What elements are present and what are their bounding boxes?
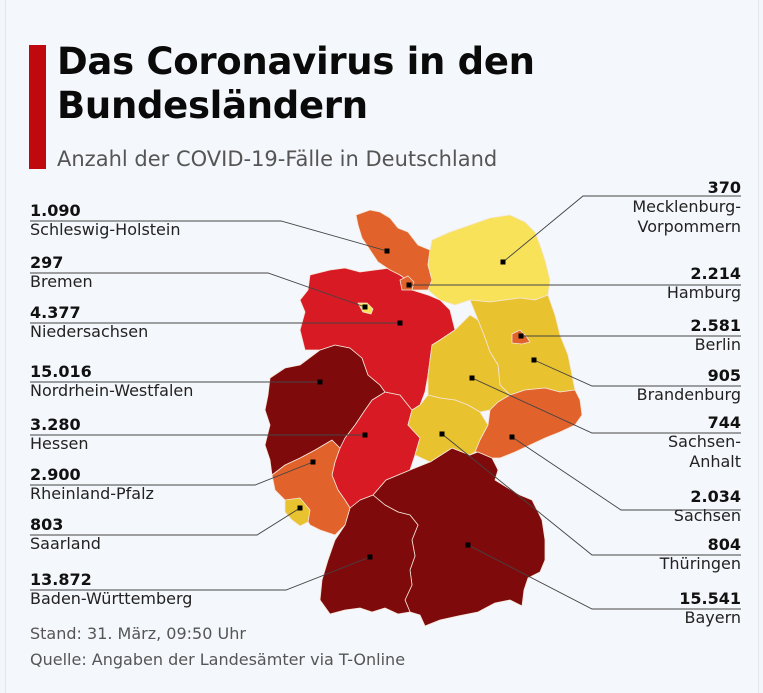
label-value: 905 bbox=[707, 366, 741, 385]
label-schleswig-holstein: 1.090 Schleswig-Holstein bbox=[30, 201, 270, 240]
leader-line-sl bbox=[30, 507, 301, 536]
label-hamburg: 2.214 Hamburg bbox=[501, 264, 741, 303]
label-sachsen-anhalt: 744 Sachsen- Anhalt bbox=[501, 413, 741, 472]
anchor-dot-by bbox=[465, 542, 471, 548]
label-name: Baden-Württemberg bbox=[30, 589, 193, 608]
label-value: 2.581 bbox=[690, 316, 741, 335]
leader-line-st bbox=[471, 377, 741, 434]
label-name: Saarland bbox=[30, 534, 101, 553]
label-value: 3.280 bbox=[30, 415, 81, 434]
anchor-dot-sl bbox=[297, 505, 303, 511]
title-accent-bar bbox=[29, 45, 46, 169]
label-brandenburg: 905 Brandenburg bbox=[501, 366, 741, 405]
leader-line-hb bbox=[30, 272, 366, 308]
anchor-dot-mv bbox=[500, 259, 506, 265]
anchor-dot-nw bbox=[317, 379, 323, 385]
anchor-dot-ni bbox=[397, 320, 403, 326]
label-name-line-2: Vorpommern bbox=[637, 217, 741, 236]
anchor-dot-st bbox=[469, 375, 475, 381]
label-saarland: 803 Saarland bbox=[30, 515, 270, 554]
label-value: 15.016 bbox=[30, 362, 92, 381]
label-name: Brandenburg bbox=[636, 385, 741, 404]
label-rheinland-pfalz: 2.900 Rheinland-Pfalz bbox=[30, 465, 270, 504]
label-name: Hamburg bbox=[666, 283, 741, 302]
leader-line-sn bbox=[511, 436, 741, 511]
anchor-dot-hh bbox=[406, 282, 412, 288]
anchor-dot-th bbox=[439, 431, 445, 437]
leader-line-rp bbox=[30, 461, 314, 486]
region-sachsen-anhalt[interactable] bbox=[427, 314, 511, 413]
page-title: Das Coronavirus in den Bundesländern bbox=[57, 40, 535, 128]
label-name: Rheinland-Pfalz bbox=[30, 484, 154, 503]
leader-line-sh bbox=[30, 220, 388, 252]
title-line-1: Das Coronavirus in den bbox=[57, 40, 535, 83]
label-baden-wuerttemberg: 13.872 Baden-Württemberg bbox=[30, 570, 270, 609]
anchor-dot-be bbox=[518, 333, 524, 339]
anchor-dot-sh bbox=[384, 248, 390, 254]
label-value: 2.034 bbox=[690, 487, 741, 506]
label-value: 803 bbox=[30, 515, 64, 534]
label-name: Mecklenburg- bbox=[632, 197, 741, 216]
anchor-dot-he bbox=[362, 432, 368, 438]
label-name: Thüringen bbox=[659, 554, 741, 573]
leader-line-mv bbox=[502, 195, 741, 263]
label-name: Hessen bbox=[30, 434, 89, 453]
label-niedersachsen: 4.377 Niedersachsen bbox=[30, 303, 270, 342]
anchor-dot-hb bbox=[362, 304, 368, 310]
label-bremen: 297 Bremen bbox=[30, 253, 270, 292]
label-name: Sachsen bbox=[673, 506, 741, 525]
title-line-2: Bundesländern bbox=[57, 84, 368, 127]
label-value: 2.900 bbox=[30, 465, 81, 484]
region-sachsen[interactable] bbox=[474, 387, 583, 459]
anchor-dot-bb bbox=[531, 357, 537, 363]
label-sachsen: 2.034 Sachsen bbox=[501, 487, 741, 526]
label-value: 2.214 bbox=[690, 264, 741, 283]
label-name: Schleswig-Holstein bbox=[30, 220, 181, 239]
label-name: Bremen bbox=[30, 272, 93, 291]
leader-line-bw bbox=[30, 556, 371, 591]
footer-stand: Stand: 31. März, 09:50 Uhr bbox=[30, 624, 246, 643]
label-hessen: 3.280 Hessen bbox=[30, 415, 270, 454]
label-name: Berlin bbox=[694, 335, 741, 354]
label-value: 744 bbox=[707, 413, 741, 432]
leader-line-th bbox=[441, 433, 741, 556]
anchor-dot-sn bbox=[509, 434, 515, 440]
leader-line-bb bbox=[533, 359, 741, 387]
label-value: 13.872 bbox=[30, 570, 92, 589]
label-nordrhein-westfalen: 15.016 Nordrhein-Westfalen bbox=[30, 362, 270, 401]
footer-source: Quelle: Angaben der Landesämter via T-On… bbox=[30, 650, 406, 669]
label-name: Bayern bbox=[684, 608, 741, 627]
label-thueringen: 804 Thüringen bbox=[501, 535, 741, 574]
anchor-dot-bw bbox=[367, 554, 373, 560]
anchor-dot-rp bbox=[310, 459, 316, 465]
label-value: 15.541 bbox=[679, 589, 741, 608]
label-name-line-2: Anhalt bbox=[689, 452, 741, 471]
label-name: Niedersachsen bbox=[30, 322, 149, 341]
label-name: Nordrhein-Westfalen bbox=[30, 381, 194, 400]
label-value: 804 bbox=[707, 535, 741, 554]
label-berlin: 2.581 Berlin bbox=[501, 316, 741, 355]
region-saarland[interactable] bbox=[284, 497, 311, 527]
label-bayern: 15.541 Bayern bbox=[501, 589, 741, 628]
subtitle: Anzahl der COVID-19-Fälle in Deutschland bbox=[57, 147, 498, 171]
label-value: 297 bbox=[30, 253, 64, 272]
label-value: 4.377 bbox=[30, 303, 81, 322]
label-value: 370 bbox=[707, 178, 741, 197]
label-mecklenburg-vorpommern: 370 Mecklenburg- Vorpommern bbox=[501, 178, 741, 237]
label-value: 1.090 bbox=[30, 201, 81, 220]
label-name: Sachsen- bbox=[668, 432, 741, 451]
leader-line-by bbox=[467, 544, 741, 610]
